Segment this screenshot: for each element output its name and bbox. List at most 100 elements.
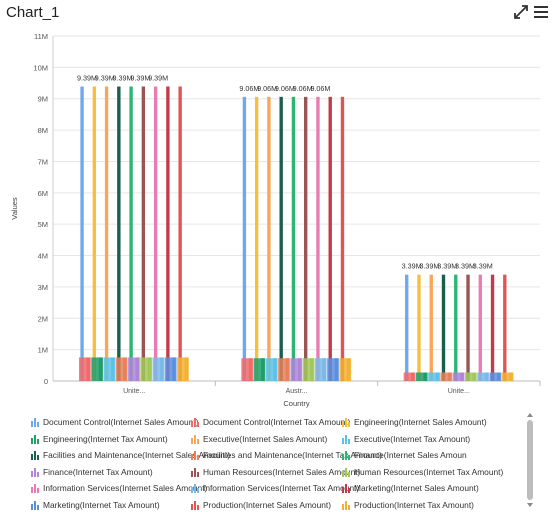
chart-title: Chart_1 [6,4,60,21]
legend-scrollbar[interactable] [526,412,534,508]
bar [177,357,189,381]
bar [328,96,332,381]
legend-label: Marketing(Internet Sales Amount) [354,483,479,493]
bar [241,358,254,381]
legend-label: Executive(Internet Tax Amount) [354,433,471,444]
legend-label: Human Resources(Internet Sales Amount) [203,466,361,477]
y-tick-label: 3M [38,283,48,292]
bar-chart-icon [191,418,199,427]
bar-chart-icon [31,418,39,427]
legend-label: Marketing(Internet Tax Amount) [43,499,160,510]
bar-chart-icon [31,451,39,460]
bar-chart-icon [191,467,199,477]
chart-header: Chart_1 [0,0,553,26]
data-label: 9.06M [239,84,259,93]
bar-chart-icon [342,451,350,460]
bar [304,96,308,381]
bar [466,274,470,381]
bar [405,274,409,381]
y-tick-label: 10M [33,63,48,72]
y-tick-label: 5M [38,220,48,229]
bar [117,86,121,381]
y-axis-title: Values [10,197,19,220]
bar [429,274,433,381]
legend-label: Document Control(Internet Sales Amount) [43,417,199,427]
chart-legend: Document Control(Internet Sales Amount) D… [0,408,553,518]
bar [278,358,290,381]
bar [79,357,91,381]
bar-chart-icon [342,500,350,510]
scroll-down-arrow-icon[interactable] [526,502,534,508]
bar-chart-icon [31,484,39,493]
bar [92,86,97,381]
expand-icon[interactable] [512,3,530,21]
bar [152,357,165,381]
y-tick-label: 9M [38,95,48,104]
bar [302,358,315,381]
legend-label: Information Services(Internet Tax Amount… [203,483,360,493]
bar [440,372,453,381]
data-label: 3.39M [455,262,475,271]
legend-label: Finance(Internet Sales Amoun [354,450,467,460]
bar-chart-icon [191,451,199,460]
data-label: 9.39M [95,73,115,82]
scroll-up-arrow-icon[interactable] [526,412,534,418]
data-label: 3.39M [473,262,493,271]
legend-label: Information Services(Internet Sales Amou… [43,483,208,493]
y-tick-label: 6M [38,189,48,198]
data-label: 9.39M [113,73,133,82]
legend-label: Engineering(Internet Sales Amount) [354,417,487,427]
bar [141,86,146,381]
bar [501,372,514,381]
bar [279,96,283,381]
bar [417,274,421,381]
bar [452,372,465,381]
bar-chart-icon [191,434,199,444]
scroll-thumb[interactable] [527,420,533,500]
bar-chart-icon [191,500,199,510]
legend-label: Document Control(Internet Tax Amount) [203,417,351,427]
bar-chart: 0 1M 2M 3M 4M 5M 6M 7M 8M 9M 10M 11M Values Country Un… [10,32,541,408]
bar [327,358,339,381]
legend-row: Finance(Internet Tax Amount) Human Resour… [30,464,525,480]
bar [340,96,345,381]
bar [115,357,128,381]
bar-chart-icon [191,484,199,493]
legend-row: Facilities and Maintenance(Internet Sale… [30,447,525,463]
bar-chart-icon [342,418,350,427]
x-axis-title: Country [283,399,310,408]
bar [478,274,482,381]
bar [489,372,502,381]
y-tick-label: 0 [44,377,48,386]
data-label: 3.39M [437,262,457,271]
hamburger-menu-icon[interactable] [532,3,550,21]
bar [477,372,489,381]
bar [464,372,477,381]
data-label: 9.39M [77,73,97,82]
y-tick-label: 11M [34,32,48,41]
bar [128,357,140,381]
bar [441,274,446,381]
data-label: 9.06M [257,84,277,93]
bar [316,96,320,381]
data-label: 9.06M [293,84,313,93]
data-label: 9.06M [275,84,295,93]
y-tick-label: 4M [38,252,48,261]
y-tick-label: 8M [38,126,48,135]
bar-chart-icon [342,484,350,493]
bar [503,274,507,381]
legend-row: Engineering(Internet Tax Amount) Executiv… [30,431,525,447]
data-label: 3.39M [402,262,422,271]
bar [290,358,303,381]
bar [242,96,247,381]
legend-row: Document Control(Internet Sales Amount) D… [30,414,525,430]
data-label: 9.39M [130,73,150,82]
legend-row: Marketing(Internet Tax Amount) Production… [30,497,525,513]
x-tick-label: Austr... [286,388,308,395]
legend-label: Executive(Internet Sales Amount) [203,433,328,444]
bar [91,357,104,381]
bar-chart-icon [342,467,350,477]
x-tick-label: Unite... [448,388,470,395]
y-tick-label: 1M [38,346,48,355]
x-tick-label: Unite... [123,388,145,395]
